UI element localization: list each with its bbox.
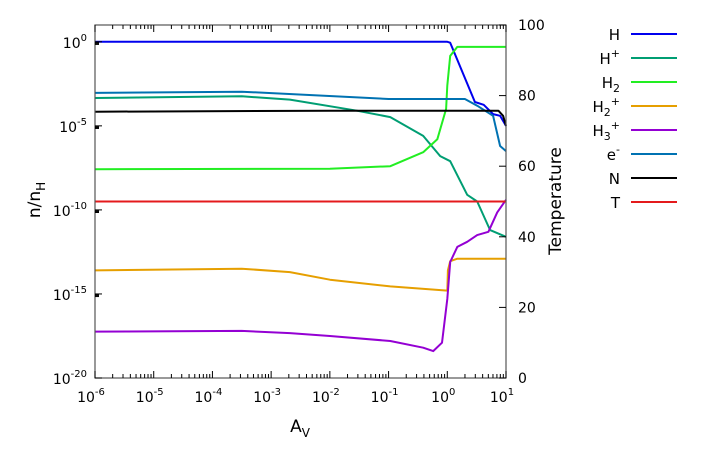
x-axis-label: AV xyxy=(290,417,311,440)
series-line-n xyxy=(94,109,507,127)
legend-label: T xyxy=(610,194,621,212)
x-tick-label: 10-1 xyxy=(371,387,399,406)
series-line-hplus xyxy=(94,95,507,238)
y-tick-label: 10-15 xyxy=(53,285,87,304)
y2-tick-label: 40 xyxy=(518,230,536,246)
ticks-layer: 10-6 10-5 10-4 10-3 10-2 10-1 100 101 100 10-5 10-… xyxy=(53,18,545,406)
series-line-eminus xyxy=(94,90,507,152)
y2-tick-label: 20 xyxy=(518,300,536,316)
x-tick-label: 101 xyxy=(490,387,514,406)
y2-tick-label: 0 xyxy=(518,371,527,387)
legend-label: H3+ xyxy=(593,119,621,143)
y2-tick-label: 60 xyxy=(518,159,536,175)
legend-label: H xyxy=(609,26,620,44)
y2-tick-label: 80 xyxy=(518,89,536,105)
legend-label: e- xyxy=(607,143,620,164)
legend-label: H2+ xyxy=(593,95,621,119)
y-tick-label: 10-5 xyxy=(59,117,87,136)
y2-axis-label: Temperature xyxy=(546,147,566,256)
plot-frame xyxy=(94,24,507,379)
y-tick-label: 10-20 xyxy=(53,369,87,388)
x-tick-label: 10-2 xyxy=(312,387,340,406)
legend-label: H2 xyxy=(602,74,620,95)
x-tick-label: 10-5 xyxy=(136,387,164,406)
x-tick-label: 10-3 xyxy=(253,387,281,406)
series-layer xyxy=(94,40,507,353)
legend-label: N xyxy=(609,170,620,188)
series-line-h2 xyxy=(94,45,506,171)
x-tick-label: 100 xyxy=(431,387,455,406)
series-line-h3plus xyxy=(94,199,507,353)
y2-tick-label: 100 xyxy=(518,18,545,34)
x-tick-label: 10-4 xyxy=(195,387,223,406)
y-tick-label: 10-10 xyxy=(53,201,87,220)
y-axis-label: n/nH xyxy=(25,182,48,218)
series-line-h xyxy=(95,40,507,127)
series-line-h2plus xyxy=(94,257,506,292)
x-tick-label: 10-6 xyxy=(77,387,105,406)
y-tick-label: 100 xyxy=(63,33,87,52)
legend-label: H+ xyxy=(600,47,621,68)
